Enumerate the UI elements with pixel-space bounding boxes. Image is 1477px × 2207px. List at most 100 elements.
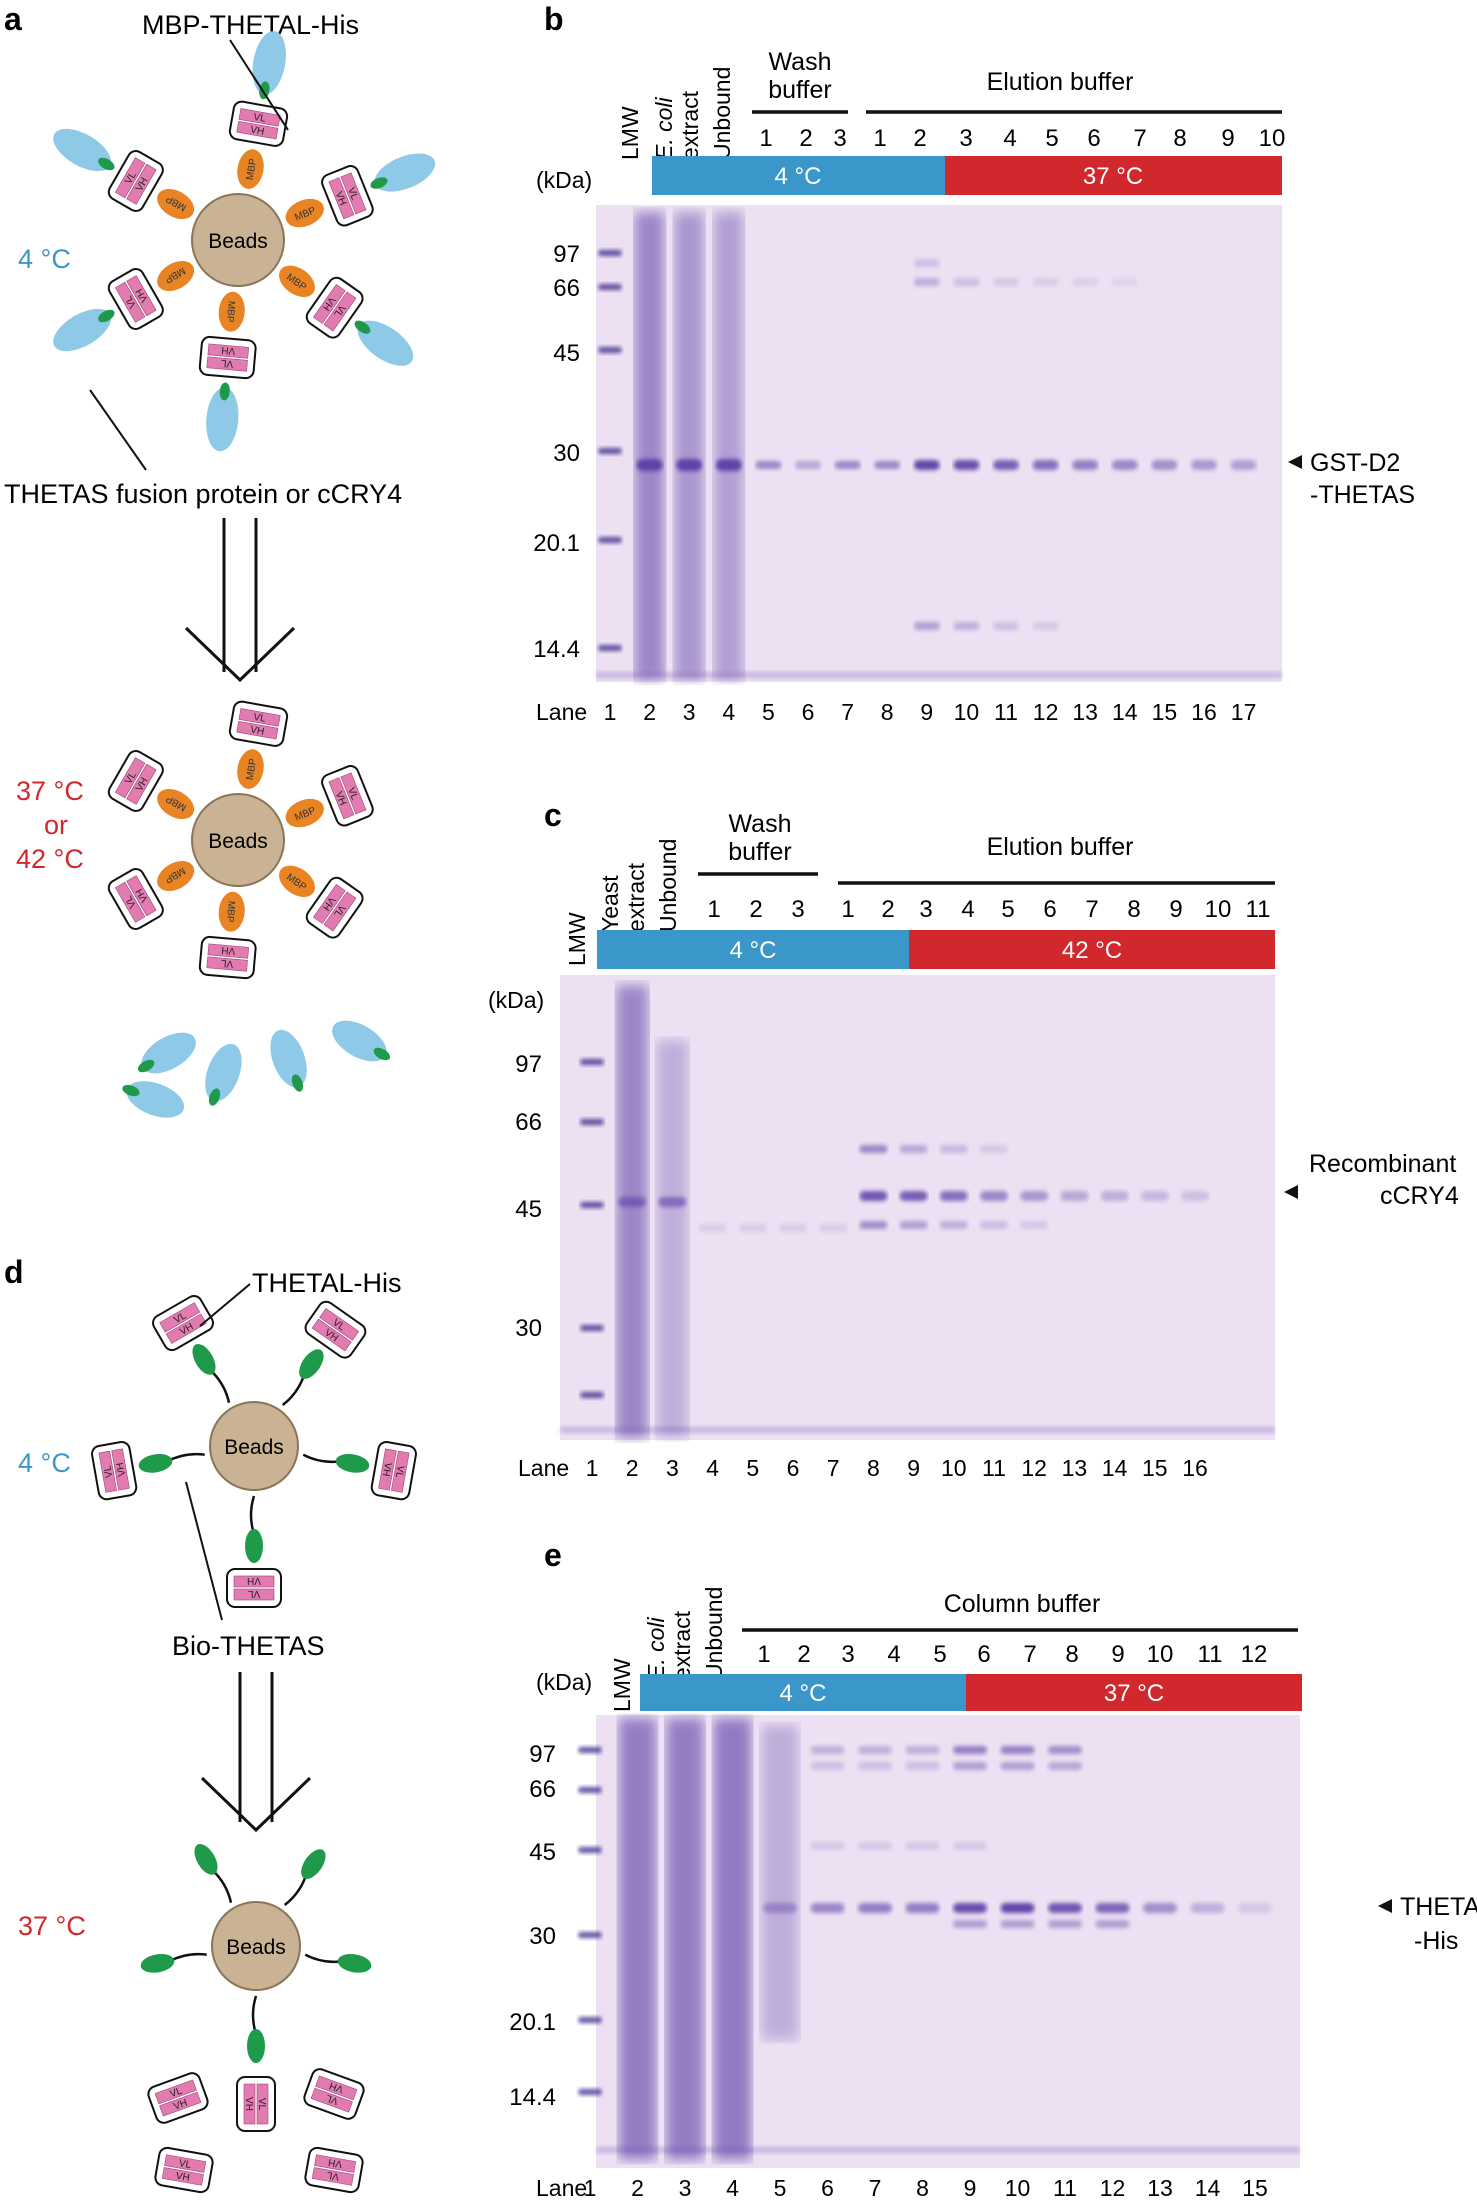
smear-lane-4 [713,1718,752,2160]
lane-number-15: 15 [1242,2175,1268,2201]
panel-letter-c: c [544,797,562,833]
fraction-3: 3 [833,125,846,152]
mbp-label: MBP [245,757,260,781]
vh-domain [328,177,355,220]
band-lane-11-20 [993,278,1019,286]
vl-domain [319,1307,360,1341]
a-top-antigen-1 [370,153,436,192]
band-lane-8-9 [859,1145,888,1153]
smear-lane-3 [656,1040,689,1438]
vl-domain [115,281,146,323]
panel-e: e LMW E. coli extract Unbound Column buf… [509,1537,1477,2201]
lane-number-8: 8 [916,2175,929,2201]
vl-label: VL [252,112,266,125]
lane-number-14: 14 [1112,699,1138,725]
band-lane-9-14 [899,1221,928,1229]
mbp-label: MBP [224,300,237,323]
band-lane-13-8 [1143,1903,1177,1913]
vl-domain [206,956,248,972]
lane-numbers-b: 1 2 3 4 5 6 7 8 9 10 11 12 13 14 15 16 17 [604,699,1257,725]
lane-number-14: 14 [1102,1455,1128,1481]
d-bot-biotag-0 [194,1844,218,1875]
panel-letter-b: b [544,1,564,37]
band-lane-5-0 [763,1903,797,1913]
ladder-band-4 [598,537,622,543]
vl-domain [340,172,367,215]
band-lane-11-6 [1048,1903,1082,1913]
vh-domain [328,777,355,820]
vl-domain [115,881,146,923]
antigen-body [126,1081,185,1118]
extract-header-e-1: E. coli [643,1616,669,1680]
fraction-10: 10 [1147,1641,1174,1668]
vl-domain [154,2079,197,2105]
vh-domain [165,1313,207,1344]
elution-header-c: Elution buffer [987,833,1134,861]
lane-number-11: 11 [994,699,1018,725]
a-top-mbp-1: MBP [285,198,324,228]
lane-number-12: 12 [1100,2175,1126,2201]
temp-37c-d: 37 °C [18,1911,86,1941]
antigen-body [270,1029,307,1088]
band-lane-10-2 [939,1191,968,1201]
temp-bar-cold-b [652,156,945,195]
lane-number-1: 1 [604,699,617,725]
leader-bottom-a [89,389,147,471]
mbp-ellipse [218,291,245,332]
lane-number-17: 17 [1231,699,1257,725]
d-bot-linker-4 [168,1952,207,1963]
fraction-10: 10 [1205,896,1232,923]
label-mbp-thetal-his: MBP-THETAL-His [142,10,359,40]
a-bot-mbp-4: MBP [157,860,195,892]
vl-domain [323,891,357,932]
fraction-5: 5 [933,1641,946,1668]
band-lane-10-15 [1000,1746,1035,1754]
marker-97: 97 [529,1741,556,1768]
antigen-tag [98,309,115,323]
lane-number-2: 2 [631,2175,644,2201]
arrow-down-d [200,1672,312,1833]
band-lane-7-12 [858,1746,892,1754]
lane-number-15: 15 [1142,1455,1168,1481]
lane-number-1: 1 [586,1455,599,1481]
fraction-7: 7 [1023,1641,1036,1668]
a-bot-mbp-3: MBP [218,891,245,932]
vl-domain [391,1450,410,1493]
lane-number-16: 16 [1182,1455,1208,1481]
band-lane-12-7 [1095,1903,1130,1913]
band-lane-7-2 [834,461,861,469]
vl-domain [256,2083,269,2125]
antigen-body [332,1020,387,1062]
lane-number-5: 5 [774,2175,787,2201]
panel-c: c LMW Yeast extract Unbound Wash buffer … [488,797,1459,1481]
fraction-1: 1 [757,1641,770,1668]
vh-domain [236,720,279,740]
panel-letter-d: d [4,1254,24,1290]
fraction-numbers-b: 1 2 3 1 2 3 4 5 6 7 8 9 10 [759,125,1285,152]
band-lane-5-0 [755,461,782,469]
temp-bar-hot-c [909,930,1275,969]
vl-domain [323,291,357,332]
mbp-ellipse [157,260,195,292]
band-lane-9-20 [953,1762,987,1770]
mbp-ellipse [157,788,195,820]
a-top-mbp-4: MBP [157,260,195,292]
vh-domain [111,1448,130,1491]
smear-lane-3 [674,212,705,680]
antigen-tag [137,1059,155,1073]
band-lane-12-18 [1032,622,1059,630]
d-top-linker-1 [281,1373,306,1407]
marker-45: 45 [529,1839,556,1866]
antigen-tag [98,157,115,171]
vh-label: VH [249,125,265,138]
band-lane-12-21 [1032,278,1059,286]
ladder-band-3 [578,1932,602,1938]
d-top-biotag-1 [299,1349,324,1379]
marker-66: 66 [553,275,580,302]
wash-header-b-1: Wash [769,48,832,76]
vh-domain [159,2091,202,2117]
gel-image-e [578,1715,1300,2168]
band-lane-12-4 [1020,1191,1049,1201]
